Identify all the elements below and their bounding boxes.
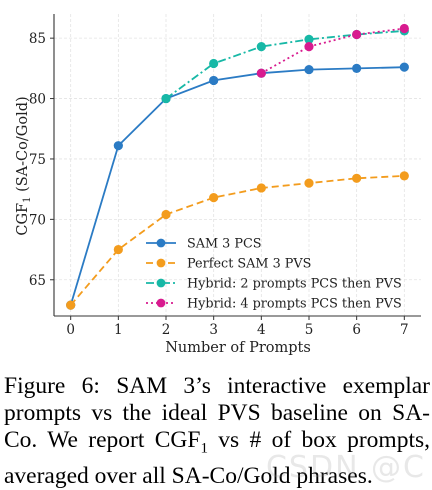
x-tick-label-1: 1 (114, 322, 123, 338)
axes (50, 14, 421, 320)
caption-line-1: Figure 6: SAM 3’s interactive exemplar (4, 373, 430, 399)
y-tick-label-70: 70 (29, 212, 46, 228)
legend: SAM 3 PCS Perfect SAM 3 PVS Hybrid: 2 prom… (146, 237, 402, 312)
series-3-point-1 (209, 58, 219, 69)
legend-marker-1 (156, 238, 166, 248)
caption-line-3: Co. We report CGF1 vs # of box prompts, (4, 427, 430, 463)
series-2-point-6 (352, 173, 362, 183)
series-1 (66, 62, 409, 310)
series-1-point-3 (209, 75, 219, 86)
y-axis-label-main: CGF (15, 203, 31, 236)
x-tick-label-2: 2 (162, 322, 171, 338)
y-axis-label-rest: (SA-Co/Gold) (15, 96, 31, 196)
tick-labels: 0 1 2 3 4 5 6 7 65 70 75 80 85 (29, 31, 409, 338)
caption-line-2: prompts vs the ideal PVS baseline on SA- (4, 400, 430, 426)
grid-lines (54, 14, 421, 316)
series-1-point-7 (399, 62, 409, 72)
series-3-point-3 (304, 34, 314, 44)
series-4-point-3 (399, 23, 409, 34)
series-3-point-2 (256, 42, 266, 52)
series-2-point-7 (399, 171, 409, 181)
series-layer (66, 23, 409, 310)
legend-label-4: Hybrid: 4 prompts PCS then PVS (187, 297, 402, 312)
y-tick-label-80: 80 (29, 92, 46, 108)
series-3-point-0 (161, 93, 171, 104)
series-4-line (260, 27, 405, 74)
series-2-point-1 (113, 244, 123, 255)
series-2-point-5 (304, 178, 314, 188)
y-tick-label-85: 85 (29, 31, 46, 47)
series-2-point-3 (209, 193, 219, 203)
y-tick-label-75: 75 (29, 152, 46, 168)
series-4 (256, 23, 409, 78)
caption-line-4: averaged over all SA-Co/Gold phrases. (4, 462, 373, 489)
x-tick-label-3: 3 (209, 322, 218, 338)
series-2-point-4 (256, 183, 266, 193)
figure-caption: Figure 6: SAM 3’s interactive exemplar p… (4, 373, 430, 490)
x-tick-label-5: 5 (305, 322, 314, 338)
legend-label-1: SAM 3 PCS (187, 237, 262, 252)
x-tick-label-7: 7 (400, 322, 409, 338)
series-4-point-0 (256, 68, 266, 78)
legend-label-2: Perfect SAM 3 PVS (187, 257, 311, 272)
series-1-line (69, 66, 405, 306)
series-4-point-2 (352, 29, 362, 40)
series-3-line (165, 30, 405, 100)
y-tick-label-65: 65 (29, 273, 46, 289)
series-2-line (70, 175, 405, 306)
series-1-point-6 (352, 63, 362, 73)
caption-line-3-post: vs # of box prompts, (207, 427, 430, 453)
series-4-point-1 (304, 42, 314, 52)
series-2-point-2 (161, 209, 171, 220)
legend-marker-4 (156, 298, 166, 308)
series-1-point-5 (304, 64, 314, 75)
x-tick-label-4: 4 (257, 322, 266, 338)
line-chart: 0 1 2 3 4 5 6 7 65 70 75 80 85 Number of Prompts CGF… (15, 14, 421, 356)
x-tick-label-6: 6 (352, 322, 361, 338)
legend-marker-3 (156, 278, 166, 288)
watermark: CSDN @C (265, 450, 426, 485)
series-2-point-0 (66, 300, 76, 310)
y-axis-label-subscript: 1 (22, 197, 33, 203)
series-1-point-1 (113, 141, 123, 151)
series-2 (66, 171, 409, 310)
legend-marker-2 (156, 258, 166, 268)
caption-line-3-subscript: 1 (200, 440, 208, 457)
caption-line-3-pre: Co. We report CGF (4, 427, 201, 453)
y-axis-label: CGF1 (SA-Co/Gold) (15, 96, 33, 235)
x-axis-label: Number of Prompts (165, 340, 311, 356)
legend-label-3: Hybrid: 2 prompts PCS then PVS (187, 277, 402, 292)
x-tick-label-0: 0 (66, 322, 75, 338)
